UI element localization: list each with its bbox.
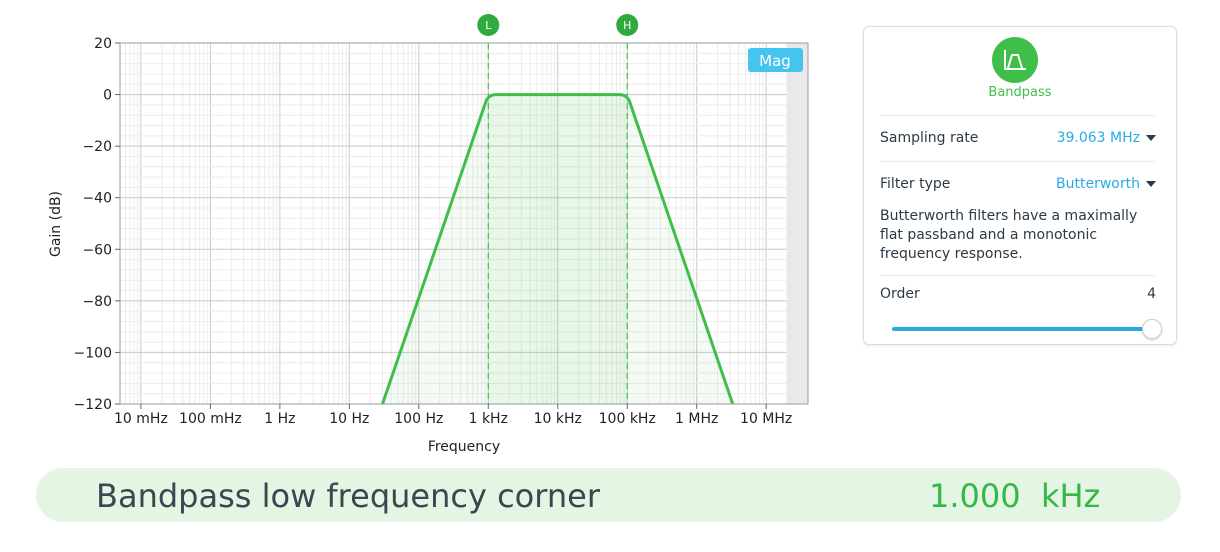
corner-frequency-value[interactable]: 1.000 kHz — [929, 477, 1101, 515]
x-tick-label: 1 kHz — [469, 411, 508, 427]
nyquist-region — [786, 43, 808, 404]
y-tick-label: −20 — [82, 139, 112, 155]
y-tick-label: −120 — [74, 397, 112, 413]
filter-description: Butterworth filters have a maximally fla… — [880, 208, 1138, 262]
response-curve — [381, 93, 735, 405]
response-fill — [382, 94, 733, 405]
sampling-rate-label: Sampling rate — [880, 130, 979, 146]
caret-down-icon — [1146, 135, 1156, 141]
x-tick-label: 1 MHz — [675, 411, 718, 427]
caret-down-icon — [1146, 181, 1156, 187]
order-row: Order 4 — [880, 275, 1156, 319]
x-tick-label: 100 Hz — [394, 411, 443, 427]
filter-name: Bandpass — [988, 85, 1052, 100]
response-curve-layer — [381, 93, 735, 405]
passband-highlight — [488, 94, 628, 405]
corner-marker-label: L — [485, 19, 492, 32]
y-tick-label: −60 — [82, 242, 112, 258]
bandpass-filter-icon[interactable] — [992, 37, 1038, 83]
corner-marker-label: H — [623, 19, 631, 32]
y-tick-label: −100 — [74, 345, 112, 361]
x-tick-label: 100 mHz — [179, 411, 242, 427]
x-tick-label: 100 kHz — [599, 411, 656, 427]
chart-grid — [119, 42, 809, 405]
mag-badge-label: Mag — [759, 52, 791, 70]
mag-badge[interactable]: Mag — [748, 48, 803, 72]
y-tick-label: −80 — [82, 294, 112, 310]
filter-type-label: Filter type — [880, 176, 951, 192]
filter-settings-panel: Bandpass Sampling rate 39.063 MHz Filter… — [863, 26, 1177, 345]
filter-type-value: Butterworth — [1056, 176, 1140, 192]
sampling-rate-dropdown[interactable]: 39.063 MHz — [1057, 130, 1156, 146]
order-label: Order — [880, 286, 920, 302]
x-axis-label: Frequency — [428, 439, 500, 455]
corner-frequency-bar[interactable]: Bandpass low frequency corner 1.000 kHz — [36, 468, 1181, 522]
plot-border — [119, 42, 809, 405]
filter-type-dropdown[interactable]: Butterworth — [1056, 176, 1156, 192]
corner-marker-handle — [477, 14, 500, 36]
x-tick-label: 1 Hz — [264, 411, 295, 427]
x-axis-ticks: 10 mHz 100 mHz 1 Hz 10 Hz 100 Hz 1 kHz 10 kHz 1… — [114, 404, 792, 427]
corner-frequency-label: Bandpass low frequency corner — [96, 477, 600, 515]
filter-type-row: Filter type Butterworth — [880, 161, 1156, 206]
y-axis-ticks: 20 0 −20 −40 −60 −80 −100 −120 — [74, 36, 120, 413]
x-tick-label: 10 Hz — [329, 411, 369, 427]
order-value: 4 — [1147, 286, 1156, 302]
y-tick-label: −40 — [82, 191, 112, 207]
corner-marker-handle — [616, 14, 639, 36]
x-tick-label: 10 mHz — [114, 411, 168, 427]
y-tick-label: 0 — [103, 88, 112, 104]
order-slider-handle[interactable] — [1142, 319, 1162, 339]
sampling-rate-value: 39.063 MHz — [1056, 130, 1140, 146]
y-tick-label: 20 — [94, 36, 112, 52]
sampling-rate-row: Sampling rate 39.063 MHz — [880, 115, 1156, 160]
x-tick-label: 10 MHz — [740, 411, 792, 427]
y-axis-label: Gain (dB) — [48, 191, 64, 257]
x-tick-label: 10 kHz — [534, 411, 582, 427]
order-slider[interactable] — [892, 319, 1162, 339]
passband-fill — [382, 94, 733, 405]
